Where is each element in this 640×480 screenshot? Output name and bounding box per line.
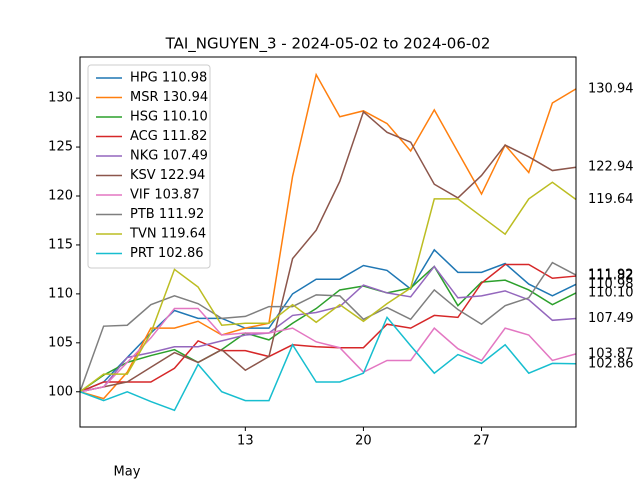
legend-label: MSR 130.94 xyxy=(130,90,208,105)
series-line xyxy=(79,110,577,393)
x-tick-label: 27 xyxy=(473,434,490,449)
legend-label: NKG 107.49 xyxy=(130,149,208,164)
series-line xyxy=(79,181,577,393)
legend-label: TVN 119.64 xyxy=(129,227,206,242)
end-label: 122.94 xyxy=(588,160,634,175)
legend-label: HSG 110.10 xyxy=(130,110,208,125)
legend-label: KSV 122.94 xyxy=(130,168,205,183)
legend-label: PTB 111.92 xyxy=(130,207,204,222)
end-label: 103.87 xyxy=(588,346,634,361)
end-label: 111.82 xyxy=(588,269,634,284)
series-line xyxy=(79,307,577,393)
legend-label: ACG 111.82 xyxy=(130,129,207,144)
series-line xyxy=(79,72,577,400)
series-line xyxy=(79,248,577,393)
end-label: 110.10 xyxy=(588,285,634,300)
y-tick-label: 120 xyxy=(48,188,73,203)
y-tick-label: 125 xyxy=(48,140,73,155)
end-label: 107.49 xyxy=(588,311,634,326)
end-label: 110.98 xyxy=(588,277,634,292)
x-tick-label: 20 xyxy=(355,434,372,449)
y-tick-label: 110 xyxy=(48,286,73,301)
series-line xyxy=(79,265,577,393)
end-label: 130.94 xyxy=(588,81,634,96)
end-label: 102.86 xyxy=(588,356,634,371)
series-line xyxy=(79,265,577,393)
plot-frame xyxy=(79,56,577,428)
x-sublabel: May xyxy=(114,465,141,480)
legend-label: HPG 110.98 xyxy=(130,71,207,86)
y-tick-label: 115 xyxy=(48,237,73,252)
y-tick-label: 130 xyxy=(48,91,73,106)
series-line xyxy=(79,315,577,412)
legend-label: VIF 103.87 xyxy=(130,188,200,203)
legend-box xyxy=(87,64,211,269)
end-label: 119.64 xyxy=(588,192,634,207)
y-tick-label: 105 xyxy=(48,335,73,350)
end-label: 111.92 xyxy=(588,268,634,283)
x-tick-label: 13 xyxy=(237,434,254,449)
legend-label: PRT 102.86 xyxy=(130,246,204,261)
series-line xyxy=(79,263,577,393)
chart-title: TAI_NGUYEN_3 - 2024-05-02 to 2024-06-02 xyxy=(165,35,491,54)
y-tick-label: 100 xyxy=(48,384,73,399)
